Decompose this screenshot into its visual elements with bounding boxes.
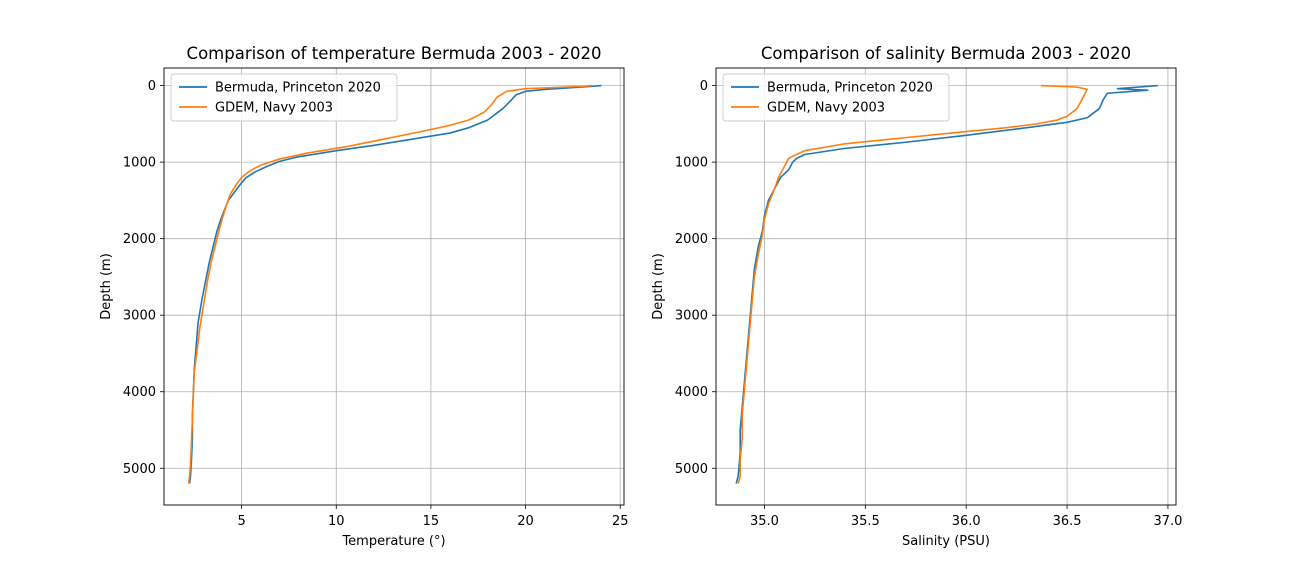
legend: Bermuda, Princeton 2020 GDEM, Navy 2003 [722, 73, 950, 122]
y-axis-label: Depth (m) [99, 253, 114, 320]
legend-box [170, 73, 398, 122]
y-tick-label: 2000 [675, 232, 708, 247]
legend-box [722, 73, 950, 122]
y-tick-label: 2000 [123, 232, 156, 247]
y-tick-label: 4000 [675, 385, 708, 400]
legend-label-1: Bermuda, Princeton 2020 [215, 81, 381, 96]
x-axis-label: Temperature (°) [341, 534, 445, 549]
y-tick-label: 0 [700, 79, 708, 94]
axes-frame [163, 67, 625, 506]
x-tick-label: 15 [423, 514, 440, 529]
chart-panel-1: 5 10 15 20 25 0 1000 2000 3000 4000 5000 Comparison… [99, 44, 628, 549]
y-tick-label: 3000 [675, 309, 708, 324]
series-line-1 [188, 84, 602, 484]
legend-label-2: GDEM, Navy 2003 [767, 101, 885, 116]
x-tick-label: 5 [237, 514, 245, 529]
axes-frame [715, 67, 1177, 506]
x-tick-label: 36.0 [952, 514, 981, 529]
series-line-1 [735, 84, 1158, 484]
legend-label-1: Bermuda, Princeton 2020 [767, 81, 933, 96]
y-tick-label: 5000 [123, 462, 156, 477]
x-tick-label: 10 [328, 514, 345, 529]
chart-panel-2: 35.0 35.5 36.0 36.5 37.0 0 1000 2000 3000 4000 500… [651, 44, 1182, 549]
y-tick-label: 4000 [123, 385, 156, 400]
series-line-2 [187, 84, 592, 484]
y-tick-label: 5000 [675, 462, 708, 477]
legend-label-2: GDEM, Navy 2003 [215, 101, 333, 116]
y-tick-label: 0 [148, 79, 156, 94]
legend: Bermuda, Princeton 2020 GDEM, Navy 2003 [170, 73, 398, 122]
y-tick-label: 1000 [675, 156, 708, 171]
x-tick-label: 20 [517, 514, 534, 529]
x-tick-label: 35.0 [750, 514, 779, 529]
x-axis-label: Salinity (PSU) [902, 534, 990, 549]
x-tick-label: 36.5 [1053, 514, 1082, 529]
x-tick-label: 25 [612, 514, 629, 529]
x-tick-label: 37.0 [1153, 514, 1182, 529]
chart-title: Comparison of salinity Bermuda 2003 - 20… [761, 44, 1131, 63]
x-tick-label: 35.5 [851, 514, 880, 529]
y-tick-label: 1000 [123, 156, 156, 171]
y-axis-label: Depth (m) [651, 253, 666, 320]
series-line-2 [737, 84, 1089, 484]
chart-title: Comparison of temperature Bermuda 2003 -… [187, 44, 602, 63]
y-tick-label: 3000 [123, 309, 156, 324]
